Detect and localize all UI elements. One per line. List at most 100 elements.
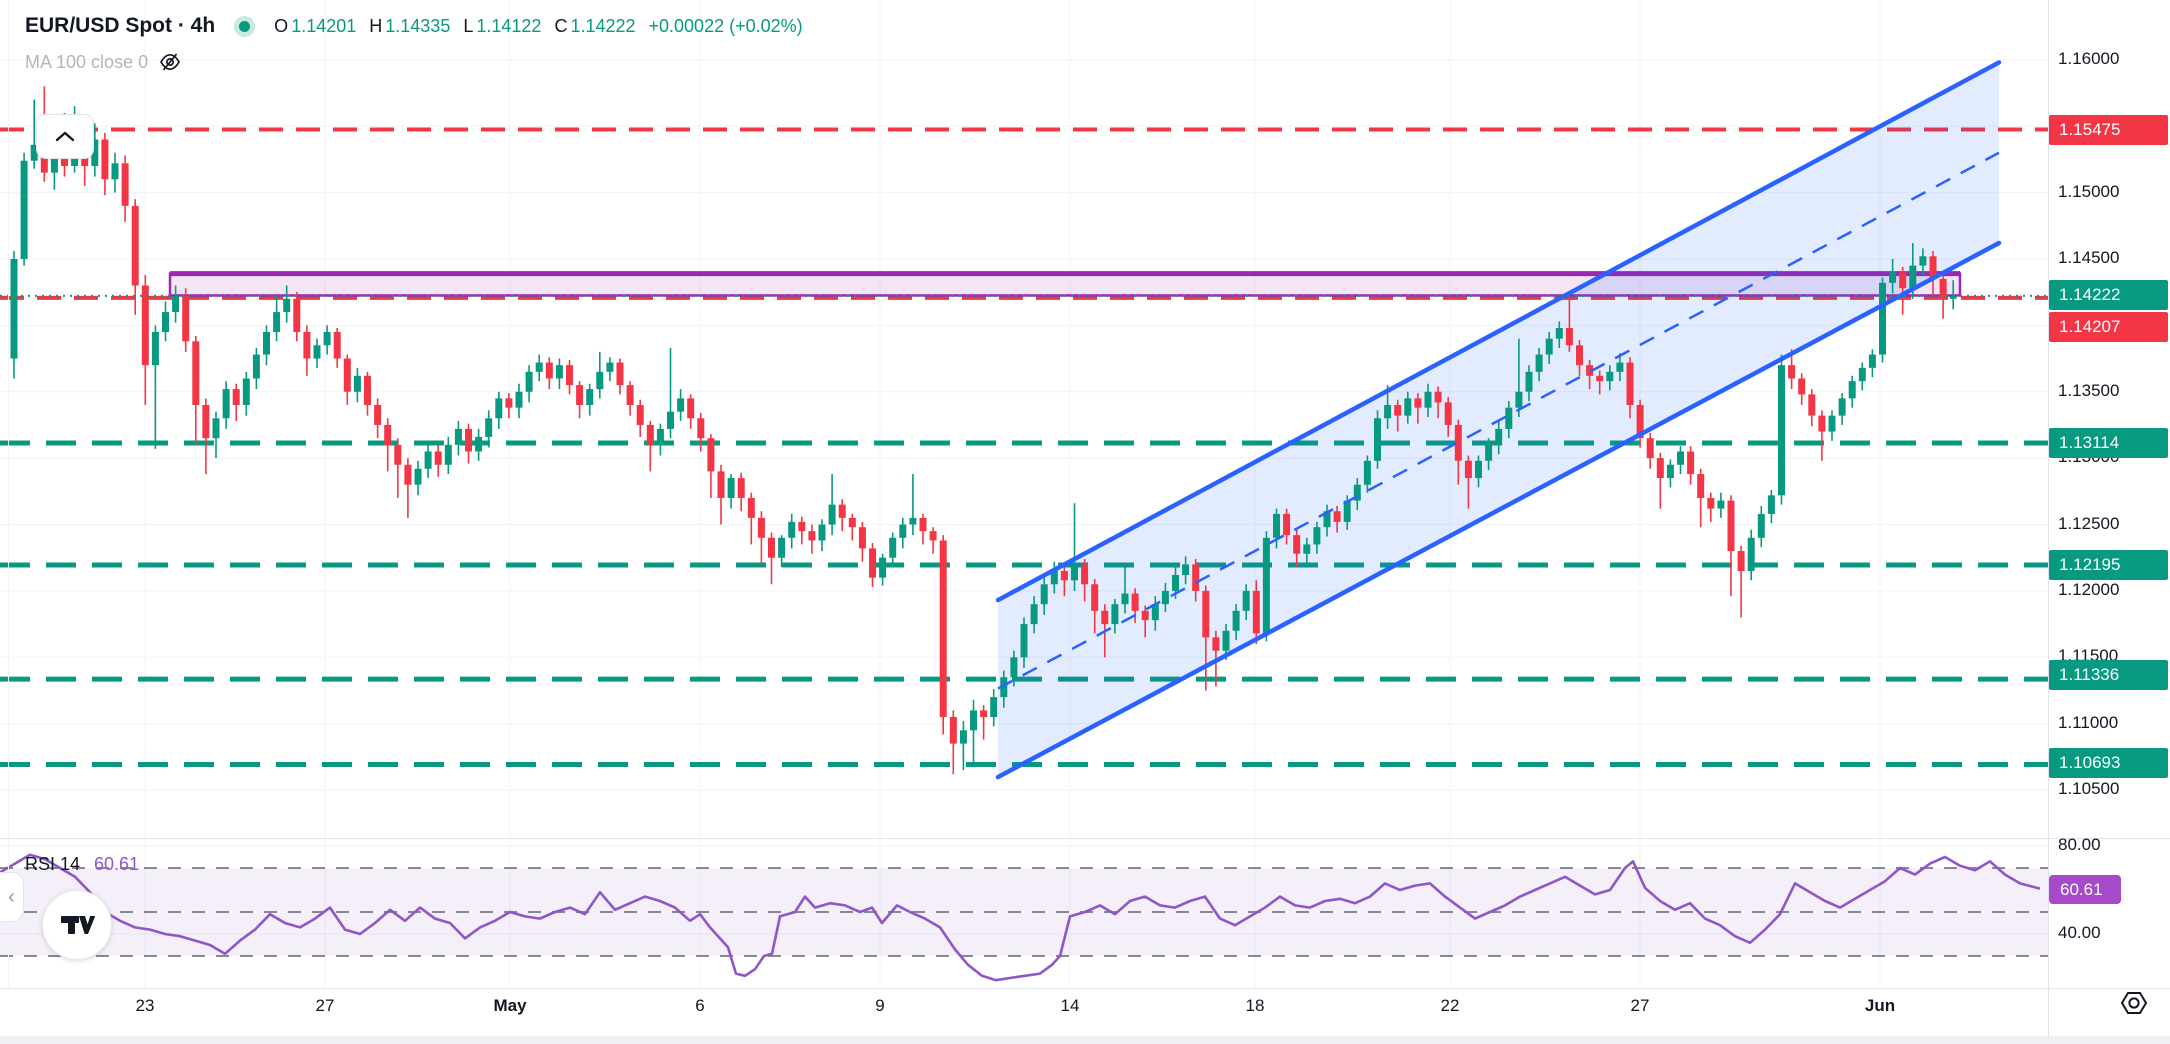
rsi-indicator-label[interactable]: RSI 14 [25, 854, 81, 874]
candle-body [707, 438, 715, 472]
ma-indicator-label[interactable]: MA 100 close 0 [25, 51, 149, 72]
candle-body [1899, 272, 1907, 289]
candle-body [535, 362, 543, 372]
price-tick-label: 1.12500 [2058, 513, 2120, 533]
candle-body [30, 144, 38, 161]
candle-body [364, 375, 371, 406]
candle-body [131, 205, 139, 286]
candle-body [1939, 278, 1947, 299]
candle-body [1545, 338, 1553, 355]
price-chart-canvas[interactable] [0, 0, 2048, 838]
rsi-pane[interactable] [0, 838, 2048, 988]
candle-body [980, 710, 988, 718]
candle-body [1384, 405, 1392, 419]
price-axis[interactable]: 1.160001.150001.145001.135001.130001.125… [2049, 0, 2170, 988]
trend-channel-lower-line[interactable] [995, 240, 2002, 780]
candle-body [959, 730, 967, 744]
rsi-indicator-value: 60.61 [94, 854, 140, 874]
candle-body [576, 385, 584, 406]
price-level-badge[interactable]: 1.10693 [2049, 748, 2168, 778]
price-tick-label: 1.12000 [2058, 579, 2120, 599]
candle-body [20, 160, 28, 259]
candle-body [889, 537, 897, 558]
candle-body [687, 398, 695, 419]
candle-body [293, 298, 301, 332]
candle-body [1586, 365, 1594, 376]
candle-body [1535, 354, 1543, 372]
candle-body [1293, 535, 1301, 554]
ma-visibility-button[interactable] [158, 50, 182, 74]
market-status-dot[interactable] [239, 20, 251, 32]
high-value: 1.14335 [385, 15, 451, 36]
price-tick-label: 1.11000 [2058, 712, 2119, 732]
symbol-title[interactable]: EUR/USD Spot · 4h [25, 14, 216, 37]
candle-body [646, 424, 654, 445]
candle-body [626, 385, 634, 406]
time-tick-label: 23 [135, 996, 155, 1015]
candle-body [1131, 593, 1139, 611]
candle-body [697, 418, 705, 439]
candle-body [1394, 405, 1402, 416]
pane-collapse-button[interactable] [36, 114, 94, 159]
candle-body [1818, 415, 1826, 432]
candle-body [454, 428, 462, 445]
price-level-badge[interactable]: 1.12195 [2049, 550, 2168, 580]
candle-body [1677, 451, 1684, 465]
candle-body [778, 537, 786, 558]
price-tick-label: 1.15000 [2058, 181, 2120, 201]
candle-body [475, 436, 483, 452]
candle-body [1737, 551, 1745, 571]
trend-channel-mid-line[interactable] [997, 151, 2000, 690]
candle-body [808, 531, 816, 541]
candle-body [727, 478, 735, 498]
candle-body [1232, 610, 1240, 631]
candle-body [828, 504, 836, 525]
chevron-left-icon: ‹ [8, 885, 15, 908]
candle-body [1020, 624, 1028, 658]
candle-body [1353, 484, 1361, 501]
price-level-badge[interactable]: 1.13114 [2049, 428, 2168, 458]
rsi-chart-canvas[interactable] [0, 838, 2048, 988]
candle-body [1868, 354, 1876, 368]
candle-body [242, 378, 250, 406]
price-level-badge[interactable]: 1.14207 [2049, 312, 2168, 342]
candle-body [91, 139, 99, 167]
candle-body [1454, 424, 1462, 461]
time-axis[interactable]: 23 27 May 6 9 14 18 22 27 Jun [0, 989, 2048, 1036]
candle-body [1555, 328, 1563, 339]
candle-body [101, 139, 109, 180]
candle-body [1374, 418, 1381, 461]
candle-body [909, 517, 917, 525]
candle-body [151, 331, 159, 366]
candle-body [1333, 511, 1341, 522]
candle-body [1788, 365, 1796, 379]
timezone-settings-button[interactable] [2112, 984, 2156, 1022]
price-level-badge[interactable]: 1.14222 [2049, 280, 2168, 310]
candle-body [1838, 398, 1846, 416]
show-drawings-toolbar-button[interactable]: ‹ [0, 872, 24, 922]
candle-body [677, 398, 685, 412]
trend-channel-upper-line[interactable] [995, 60, 2002, 603]
candle-body [162, 312, 169, 332]
candle-body [1202, 590, 1210, 638]
price-pane[interactable] [0, 0, 2048, 838]
candle-body [1909, 265, 1917, 289]
time-tick-label: 9 [875, 996, 885, 1015]
price-level-badge[interactable]: 1.15475 [2049, 114, 2168, 145]
candle-body [586, 389, 594, 406]
candle-body [1262, 537, 1270, 634]
candle-body [768, 537, 775, 558]
time-tick-label: 22 [1440, 996, 1460, 1015]
rsi-value-badge[interactable]: 60.61 [2049, 874, 2121, 904]
tradingview-logo[interactable] [42, 890, 112, 960]
pane-divider[interactable] [0, 838, 2170, 839]
candle-body [1161, 590, 1169, 605]
candle-body [444, 444, 452, 465]
rsi-line[interactable] [0, 853, 2041, 982]
candle-body [343, 358, 351, 392]
candle-body [485, 418, 493, 437]
candle-body [1596, 375, 1604, 382]
candle-body [1747, 537, 1755, 571]
price-level-badge[interactable]: 1.11336 [2049, 660, 2168, 690]
candle-body [858, 527, 866, 549]
